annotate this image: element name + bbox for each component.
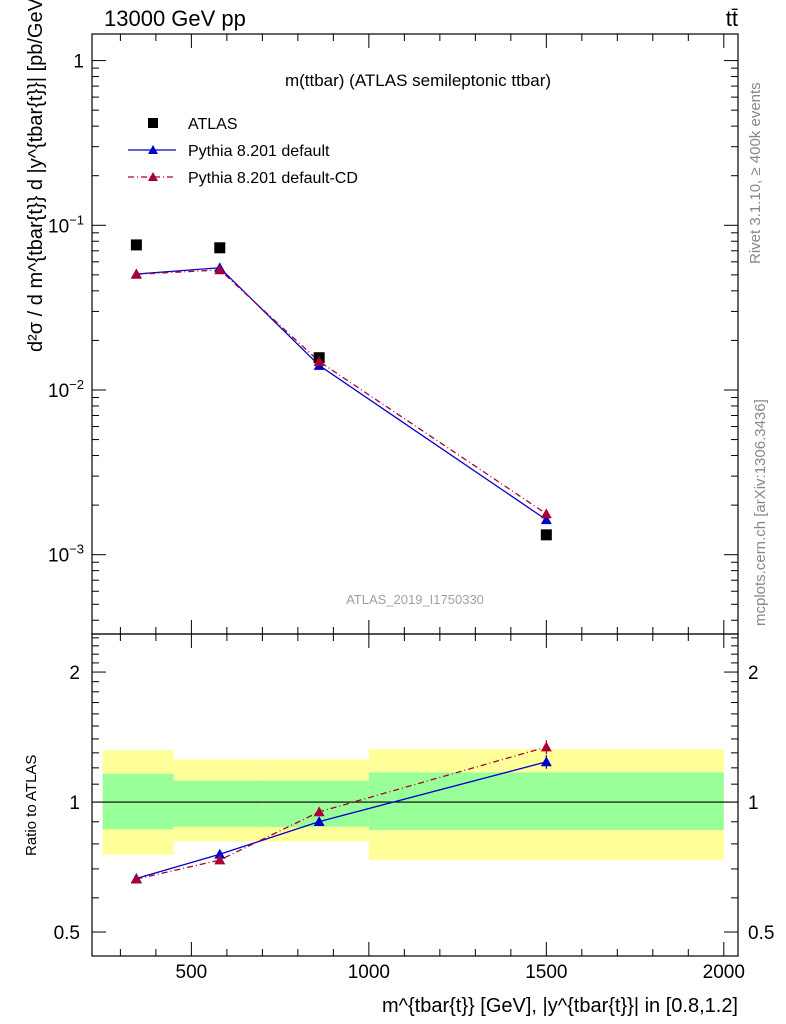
top-y-tick-label-3: 10−3 [48, 542, 84, 567]
band-inner-3 [368, 772, 724, 831]
atlas-point-1 [214, 242, 226, 254]
bottom-y-tick-label-0: 0.5 [54, 923, 80, 944]
bottom-y-tick-label-right-0: 0.5 [748, 923, 774, 944]
atlas-point-0 [130, 239, 142, 251]
series-1-ratio-point-2 [313, 816, 325, 826]
series-2-point-3 [540, 508, 552, 519]
legend-marker-atlas [148, 118, 158, 128]
series-2-point-0 [130, 268, 142, 279]
series-2-line-ratio [136, 746, 547, 880]
band-inner-2 [262, 780, 369, 827]
legend-marker-default [148, 145, 158, 154]
series-2-ratio-point-2 [313, 806, 325, 817]
ratio-uncertainty-bands [92, 749, 738, 860]
series-1-ratio-point-1 [214, 848, 226, 859]
legend-label-default-cd: Pythia 8.201 default-CD [188, 170, 358, 187]
top-y-tick-label-2: 10−2 [48, 377, 84, 402]
series-lines [136, 267, 547, 880]
series-2-point-1 [214, 264, 226, 275]
energy-label: 13000 GeV pp [104, 6, 246, 31]
series-2-ratio-point-0 [130, 873, 142, 884]
x-axis-label: m^{tbar{t}} [GeV], |y^{tbar{t}}| in [0.8… [382, 995, 738, 1017]
mcplots-label: mcplots.cern.ch [arXiv:1306.3436] [752, 399, 769, 626]
series-2-ratio-point-1 [214, 854, 226, 865]
legend-marker-default-cd [148, 172, 158, 181]
band-inner-1 [173, 780, 263, 827]
y-axis-label-bottom: Ratio to ATLAS [23, 755, 40, 856]
y-axis-label-top: d²σ / d m^{tbar{t}} d |y^{tbar{t}}| [pb/… [25, 0, 47, 352]
series-2-point-2 [313, 355, 325, 366]
process-label: tt̄ [726, 6, 738, 31]
legend: ATLAS Pythia 8.201 default Pythia 8.201 … [128, 116, 358, 187]
bottom-y-tick-label-2: 2 [69, 663, 80, 684]
series-2-ratio-point-3 [540, 741, 552, 752]
chart-title: m(ttbar) (ATLAS semileptonic ttbar) [285, 71, 551, 90]
series-1-point-3 [540, 514, 552, 525]
bottom-y-tick-label-1: 1 [69, 793, 80, 814]
x-tick-label-0: 500 [176, 962, 208, 983]
bottom-y-tick-label-right-1: 1 [748, 793, 759, 814]
bottom-y-tick-label-right-2: 2 [748, 663, 759, 684]
bottom-panel-frame [91, 633, 739, 957]
series-1-line-ratio [136, 761, 547, 880]
top-panel-ticks: 1 10−1 10−2 10−3 [48, 34, 738, 634]
legend-label-default: Pythia 8.201 default [188, 143, 330, 160]
legend-label-atlas: ATLAS [188, 116, 238, 133]
analysis-watermark: ATLAS_2019_I1750330 [346, 592, 484, 607]
series-1-line-top [136, 267, 547, 521]
series-markers [130, 239, 552, 884]
atlas-point-3 [540, 529, 552, 541]
x-tick-label-2: 1500 [525, 962, 567, 983]
x-tick-label-3: 2000 [703, 962, 745, 983]
series-1-ratio-point-3 [540, 756, 552, 767]
x-tick-label-1: 1000 [348, 962, 390, 983]
top-y-tick-label-0: 1 [73, 52, 84, 73]
series-2-line-top [136, 269, 547, 515]
top-y-tick-label-1: 10−1 [48, 212, 84, 237]
rivet-label: Rivet 3.1.10, ≥ 400k events [747, 82, 764, 264]
